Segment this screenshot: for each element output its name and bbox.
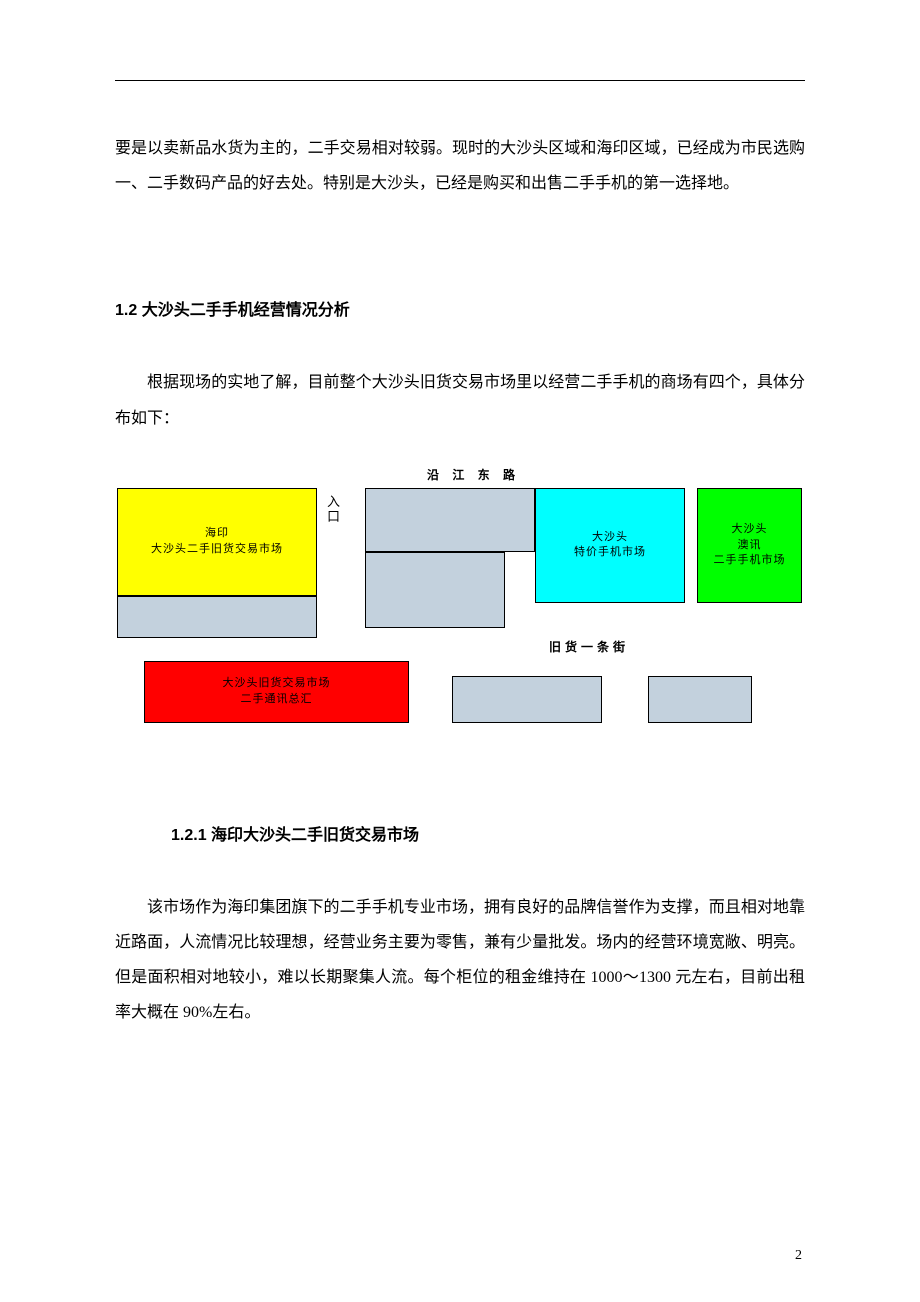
road-label-top: 沿 江 东 路	[427, 466, 520, 483]
block-aoxun-market: 大沙头 澳讯 二手手机市场	[697, 488, 802, 603]
paragraph-3: 该市场作为海印集团旗下的二手手机专业市场，拥有良好的品牌信誉作为支撑，而且相对地…	[115, 890, 805, 1031]
block-haiyin-market: 海印 大沙头二手旧货交易市场	[117, 488, 317, 596]
entrance-label: 入口	[327, 494, 341, 525]
block-label: 大沙头旧货交易市场	[223, 676, 331, 691]
block-label: 大沙头	[592, 530, 628, 545]
block-tejia-market: 大沙头 特价手机市场	[535, 488, 685, 603]
paragraph-1: 要是以卖新品水货为主的，二手交易相对较弱。现时的大沙头区域和海印区域，已经成为市…	[115, 131, 805, 201]
diagram-container: 沿 江 东 路 入口 海印 大沙头二手旧货交易市场 大沙头 特价手机市场 大沙头…	[115, 466, 805, 766]
page-content: 要是以卖新品水货为主的，二手交易相对较弱。现时的大沙头区域和海印区域，已经成为市…	[0, 0, 920, 1071]
paragraph-2: 根据现场的实地了解，目前整个大沙头旧货交易市场里以经营二手手机的商场有四个，具体…	[115, 365, 805, 435]
block-label: 海印	[205, 526, 229, 541]
block-label: 大沙头二手旧货交易市场	[151, 542, 283, 557]
block-label: 特价手机市场	[574, 545, 646, 560]
market-layout-diagram: 沿 江 东 路 入口 海印 大沙头二手旧货交易市场 大沙头 特价手机市场 大沙头…	[117, 466, 797, 766]
page-number: 2	[795, 1248, 802, 1264]
header-rule	[115, 80, 805, 81]
block-gray-mid-upper	[365, 488, 535, 552]
heading-1-2: 1.2 大沙头二手手机经营情况分析	[115, 296, 805, 320]
block-red-market: 大沙头旧货交易市场 二手通讯总汇	[144, 661, 409, 723]
heading-1-2-1: 1.2.1 海印大沙头二手旧货交易市场	[171, 821, 805, 845]
block-label: 澳讯	[738, 538, 762, 553]
street-label: 旧货一条街	[549, 638, 629, 655]
block-label: 大沙头	[732, 522, 768, 537]
block-gray-top-left	[117, 596, 317, 638]
block-label: 二手通讯总汇	[241, 692, 313, 707]
block-gray-bottom-right	[648, 676, 752, 723]
block-gray-bottom-mid	[452, 676, 602, 723]
block-label: 二手手机市场	[714, 553, 786, 568]
block-gray-mid-lower	[365, 552, 505, 628]
